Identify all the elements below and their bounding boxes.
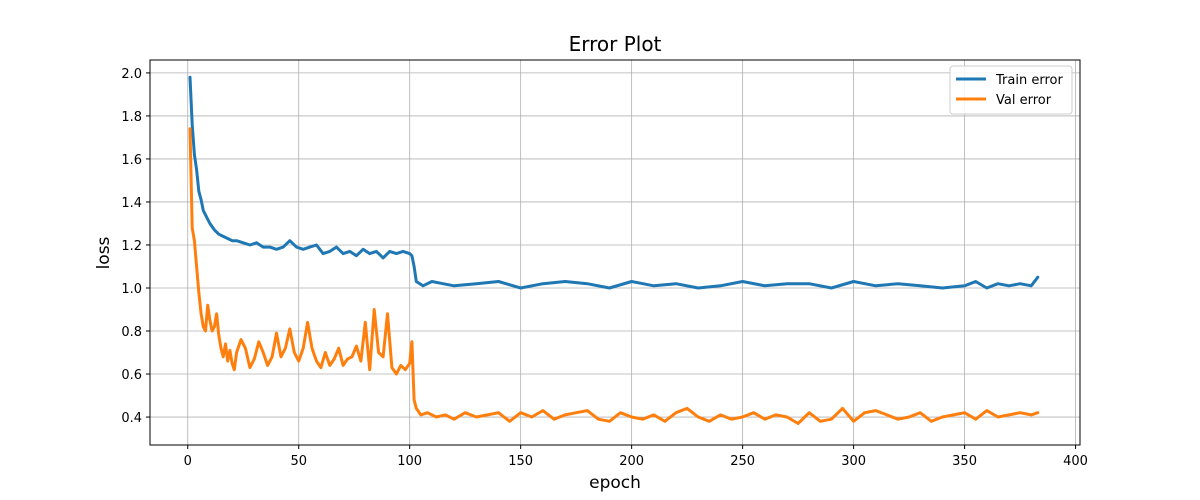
- x-tick-label: 0: [184, 454, 192, 469]
- x-tick-label: 50: [290, 454, 307, 469]
- x-tick-label: 300: [841, 454, 866, 469]
- y-tick-label: 1.2: [121, 239, 142, 254]
- y-tick-label: 0.8: [121, 325, 142, 340]
- y-tick-label: 2.0: [121, 67, 142, 82]
- y-axis-label: loss: [94, 236, 114, 269]
- series-line-train-error: [188, 75, 1040, 290]
- y-tick-label: 0.4: [121, 411, 142, 426]
- x-tick-label: 150: [508, 454, 533, 469]
- legend-label: Val error: [996, 93, 1052, 108]
- axes-frame: [149, 59, 1081, 446]
- y-tick-label: 1.4: [121, 196, 142, 211]
- series-line-val-error: [188, 127, 1040, 425]
- x-axis-label: epoch: [589, 473, 641, 493]
- chart-title: Error Plot: [569, 32, 662, 56]
- y-tick-label: 1.6: [121, 153, 142, 168]
- x-tick-label: 100: [397, 454, 422, 469]
- x-tick-label: 200: [619, 454, 644, 469]
- legend-label: Train error: [995, 73, 1063, 88]
- plot-area: 0 50 100 150 200 250 300 350 400 0.4 0.6 0.8 1.0 1.2 1…: [121, 59, 1088, 469]
- y-tick-label: 1.0: [121, 282, 142, 297]
- x-tick-label: 250: [730, 454, 755, 469]
- y-tick-label: 1.8: [121, 110, 142, 125]
- y-tick-label: 0.6: [121, 368, 142, 383]
- x-tick-label: 400: [1063, 454, 1088, 469]
- x-tick-label: 350: [952, 454, 977, 469]
